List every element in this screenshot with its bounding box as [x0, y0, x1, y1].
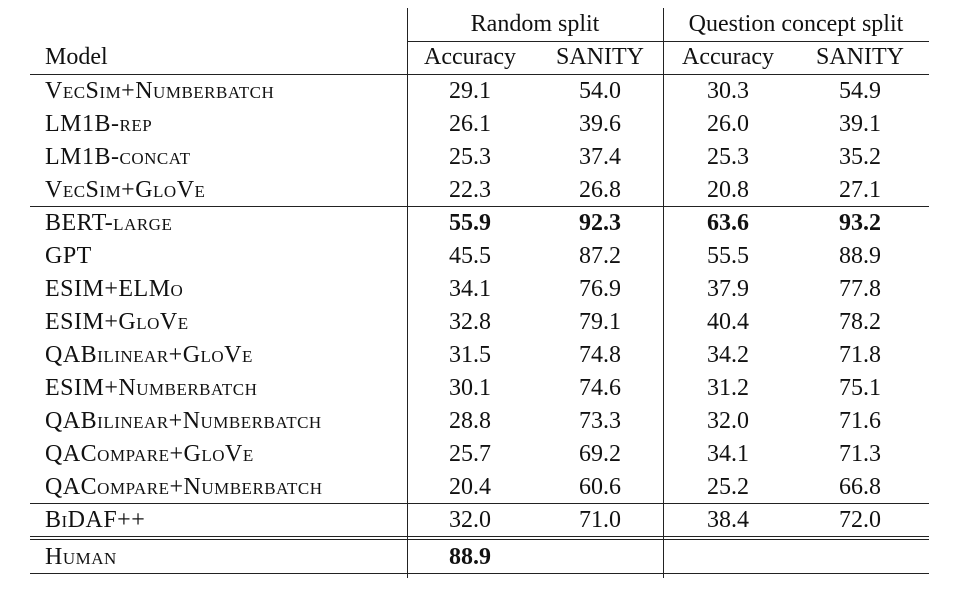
model-name: QACompare+Numberbatch: [45, 474, 323, 500]
cell-value: 20.4: [449, 474, 491, 500]
column-rule: [663, 8, 664, 578]
model-name: BiDAF++: [45, 507, 146, 533]
model-name: ESIM+GloVe: [45, 309, 189, 335]
cell-value: 71.6: [839, 408, 881, 434]
cell-value: 22.3: [449, 177, 491, 203]
cell-value: 34.2: [707, 342, 749, 368]
group-header: Question concept split: [688, 11, 904, 37]
model-name: ESIM+ELMo: [45, 276, 184, 302]
cell-value: 77.8: [839, 276, 881, 302]
cell-value: 34.1: [449, 276, 491, 302]
column-header: Model: [45, 44, 108, 70]
cell-value: 26.1: [449, 111, 491, 137]
cell-value: 71.0: [579, 507, 621, 533]
section-rule: [30, 206, 929, 207]
cell-value: 88.9: [449, 544, 491, 570]
cell-value: 26.0: [707, 111, 749, 137]
cell-value: 69.2: [579, 441, 621, 467]
cell-value: 66.8: [839, 474, 881, 500]
model-name: QABilinear+Numberbatch: [45, 408, 322, 434]
cell-value: 25.2: [707, 474, 749, 500]
cell-value: 55.5: [707, 243, 749, 269]
column-rule: [407, 8, 408, 578]
model-name: BERT-large: [45, 210, 173, 236]
section-rule: [30, 536, 929, 537]
cell-value: 93.2: [839, 210, 881, 236]
cell-value: 79.1: [579, 309, 621, 335]
model-name: Human: [45, 544, 117, 570]
cell-value: 63.6: [707, 210, 749, 236]
cell-value: 30.3: [707, 78, 749, 104]
cell-value: 87.2: [579, 243, 621, 269]
cell-value: 37.9: [707, 276, 749, 302]
cell-value: 25.7: [449, 441, 491, 467]
model-name: QACompare+GloVe: [45, 441, 254, 467]
cell-value: 39.1: [839, 111, 881, 137]
cell-value: 74.6: [579, 375, 621, 401]
cell-value: 27.1: [839, 177, 881, 203]
cell-value: 71.3: [839, 441, 881, 467]
section-rule: [30, 539, 929, 540]
model-name: ESIM+Numberbatch: [45, 375, 258, 401]
cell-value: 72.0: [839, 507, 881, 533]
cell-value: 71.8: [839, 342, 881, 368]
cell-value: 60.6: [579, 474, 621, 500]
cell-value: 25.3: [707, 144, 749, 170]
cell-value: 32.0: [449, 507, 491, 533]
cell-value: 92.3: [579, 210, 621, 236]
cell-value: 30.1: [449, 375, 491, 401]
cell-value: 38.4: [707, 507, 749, 533]
cell-value: 88.9: [839, 243, 881, 269]
cell-value: 74.8: [579, 342, 621, 368]
cell-value: 45.5: [449, 243, 491, 269]
cell-value: 29.1: [449, 78, 491, 104]
section-rule: [30, 503, 929, 504]
cell-value: 31.5: [449, 342, 491, 368]
section-rule: [30, 573, 929, 574]
cell-value: 54.0: [579, 78, 621, 104]
cell-value: 76.9: [579, 276, 621, 302]
column-header: SANITY: [556, 44, 644, 70]
cell-value: 32.8: [449, 309, 491, 335]
cell-value: 78.2: [839, 309, 881, 335]
header-rule: [30, 74, 929, 75]
cell-value: 37.4: [579, 144, 621, 170]
column-header: Accuracy: [424, 44, 516, 70]
model-name: VecSim+GloVe: [45, 177, 206, 203]
cell-value: 39.6: [579, 111, 621, 137]
cell-value: 75.1: [839, 375, 881, 401]
cell-value: 32.0: [707, 408, 749, 434]
group-header: Random split: [470, 11, 600, 37]
cell-value: 28.8: [449, 408, 491, 434]
cell-value: 34.1: [707, 441, 749, 467]
model-name: LM1B-rep: [45, 111, 153, 137]
column-header: Accuracy: [682, 44, 774, 70]
group-rule: [407, 41, 929, 42]
cell-value: 20.8: [707, 177, 749, 203]
cell-value: 73.3: [579, 408, 621, 434]
model-name: QABilinear+GloVe: [45, 342, 253, 368]
cell-value: 55.9: [449, 210, 491, 236]
cell-value: 54.9: [839, 78, 881, 104]
cell-value: 35.2: [839, 144, 881, 170]
cell-value: 40.4: [707, 309, 749, 335]
cell-value: 26.8: [579, 177, 621, 203]
model-name: VecSim+Numberbatch: [45, 78, 275, 104]
model-name: LM1B-concat: [45, 144, 191, 170]
cell-value: 31.2: [707, 375, 749, 401]
model-name: GPT: [45, 243, 92, 269]
column-header: SANITY: [816, 44, 904, 70]
cell-value: 25.3: [449, 144, 491, 170]
